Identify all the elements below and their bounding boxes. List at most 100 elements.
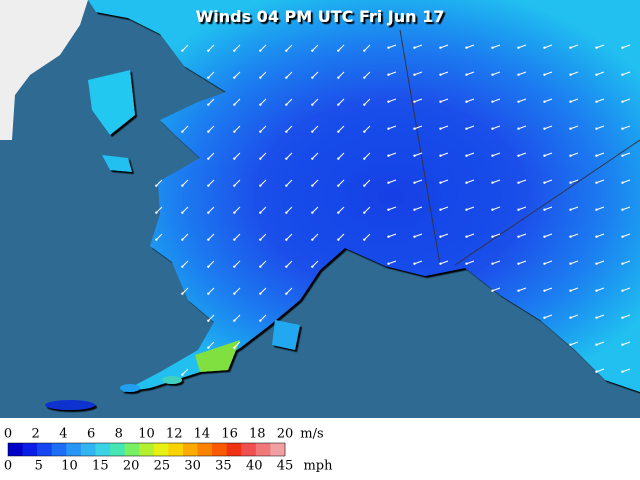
- wind-arrow: [518, 260, 527, 265]
- ms-label: 16: [221, 427, 238, 442]
- wind-arrow: [518, 287, 527, 292]
- wind-arrow-head: [569, 154, 572, 157]
- wind-arrow-head: [207, 211, 210, 214]
- wind-arrow: [492, 98, 501, 103]
- wind-arrow-head: [569, 262, 572, 265]
- wind-arrow: [570, 125, 579, 130]
- wind-arrow-head: [233, 319, 236, 322]
- wind-arrow-head: [181, 211, 184, 214]
- wind-arrow-head: [259, 319, 262, 322]
- legend-swatch: [37, 443, 53, 456]
- legend-swatch: [197, 443, 213, 456]
- ms-label: 2: [32, 427, 40, 442]
- wind-arrow-head: [621, 181, 624, 184]
- legend-swatch: [95, 443, 111, 456]
- wind-arrow-head: [207, 157, 210, 160]
- wind-arrow-head: [517, 235, 520, 238]
- wind-arrow: [518, 206, 527, 211]
- wind-arrow-head: [439, 127, 442, 130]
- wind-arrow: [311, 260, 319, 268]
- wind-arrow: [544, 314, 553, 319]
- mph-label: 40: [246, 459, 263, 474]
- wind-arrow-head: [311, 238, 314, 241]
- ms-label: 18: [249, 427, 266, 442]
- legend-swatch: [80, 443, 96, 456]
- wind-arrow: [155, 206, 163, 214]
- wind-arrow-head: [491, 181, 494, 184]
- wind-arrow: [622, 260, 631, 265]
- wind-arrow-head: [233, 103, 236, 106]
- wind-arrow: [622, 314, 631, 319]
- wind-arrow: [388, 152, 397, 157]
- legend-swatch: [124, 443, 140, 456]
- wind-arrow: [388, 260, 397, 265]
- wind-arrow: [492, 206, 501, 211]
- wind-arrow-head: [595, 289, 598, 292]
- wind-arrow: [570, 44, 579, 49]
- legend-swatch: [212, 443, 228, 456]
- wind-arrow: [233, 260, 241, 268]
- wind-arrow-head: [387, 208, 390, 211]
- wind-arrow: [181, 233, 189, 241]
- wind-arrow-head: [491, 127, 494, 130]
- wind-arrow-head: [207, 319, 210, 322]
- wind-arrow-head: [259, 184, 262, 187]
- wind-arrow-head: [439, 262, 442, 265]
- wind-arrow-head: [517, 154, 520, 157]
- wind-arrow: [311, 152, 319, 160]
- wind-arrow-head: [207, 130, 210, 133]
- wind-arrow-head: [363, 157, 366, 160]
- wind-arrow-head: [207, 346, 210, 349]
- wind-arrow-head: [259, 238, 262, 241]
- wind-arrow-head: [181, 130, 184, 133]
- wind-arrow: [285, 71, 293, 79]
- ms-label: 4: [59, 427, 67, 442]
- wind-arrow: [622, 206, 631, 211]
- wind-arrow: [414, 179, 423, 184]
- wind-arrow: [388, 206, 397, 211]
- wind-arrow: [337, 125, 345, 133]
- wind-arrow: [466, 206, 475, 211]
- wind-arrow-head: [543, 46, 546, 49]
- wind-arrow: [518, 44, 527, 49]
- wind-arrow-head: [363, 238, 366, 241]
- wind-arrow-head: [337, 184, 340, 187]
- ms-label: 14: [194, 427, 211, 442]
- wind-arrow-head: [207, 292, 210, 295]
- wind-arrow: [518, 98, 527, 103]
- alaska-land: [45, 0, 640, 410]
- wind-arrow-head: [569, 235, 572, 238]
- wind-arrow-head: [259, 49, 262, 52]
- wind-arrow-head: [413, 235, 416, 238]
- wind-arrow-head: [439, 73, 442, 76]
- wind-arrow-head: [337, 130, 340, 133]
- legend-swatch: [8, 443, 24, 456]
- wind-arrow: [440, 44, 449, 49]
- wind-arrow: [492, 44, 501, 49]
- wind-arrow-head: [363, 184, 366, 187]
- wind-arrow-head: [285, 49, 288, 52]
- wind-arrow: [363, 44, 371, 52]
- wind-arrow: [207, 233, 215, 241]
- wind-arrow: [311, 44, 319, 52]
- wind-arrow: [544, 233, 553, 238]
- wind-arrow: [181, 287, 189, 295]
- wind-arrow: [363, 125, 371, 133]
- wind-arrow: [181, 260, 189, 268]
- wind-arrow-head: [155, 211, 158, 214]
- wind-arrow: [440, 206, 449, 211]
- wind-arrow-head: [337, 157, 340, 160]
- wind-arrow: [181, 44, 189, 52]
- legend-swatch: [241, 443, 257, 456]
- wind-arrow-head: [465, 127, 468, 130]
- wind-arrow: [285, 233, 293, 241]
- wind-arrow-head: [285, 265, 288, 268]
- seward-peninsula: [88, 70, 135, 135]
- wind-arrow: [207, 260, 215, 268]
- wind-arrow: [233, 98, 241, 106]
- wind-arrow: [363, 98, 371, 106]
- wind-arrow-head: [207, 49, 210, 52]
- wind-arrow-head: [595, 370, 598, 373]
- wind-arrow-head: [465, 208, 468, 211]
